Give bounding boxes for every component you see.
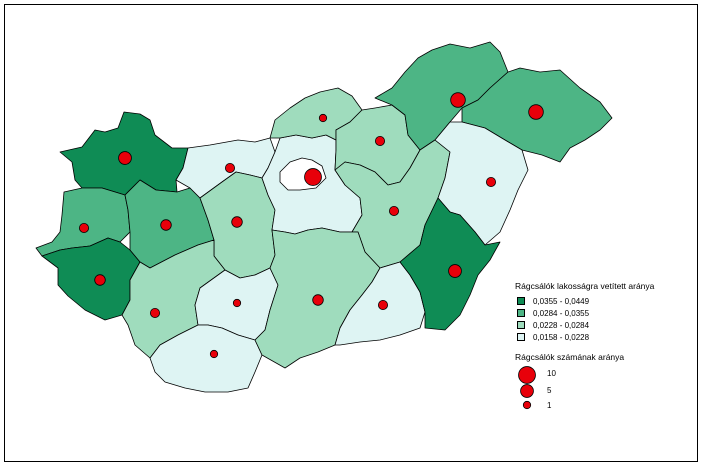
legend-class-row: 0,0228 - 0,0284 (517, 319, 695, 331)
dot-komarom-esztergom (224, 162, 236, 174)
dot-borsod-abauj-zemplen (450, 92, 466, 108)
dot-bacs-kiskun (312, 294, 324, 306)
map-legend: Rágcsálók lakosságra vetített aránya 0,0… (515, 281, 695, 414)
legend-size-label: 5 (547, 386, 552, 395)
dot-csongrad (377, 299, 389, 311)
dot-vas (78, 222, 90, 234)
dot-heves (374, 135, 386, 147)
dot-gyor-moson-sopron (118, 151, 132, 165)
legend-size-symbol (520, 384, 534, 398)
legend-swatch (517, 297, 525, 305)
legend-size-symbol (518, 366, 536, 384)
legend-size-symbol (522, 400, 532, 410)
dot-szabolcs-szatmar-bereg (528, 104, 544, 120)
legend-size-row: 10 (515, 366, 695, 384)
dot-tolna (232, 298, 242, 308)
legend-size-row: 5 (515, 384, 695, 402)
legend-size-row: 1 (515, 400, 695, 414)
legend-class-label: 0,0284 - 0,0355 (533, 308, 590, 318)
legend-swatch (517, 333, 525, 341)
dot-zala (94, 274, 106, 286)
legend-class-label: 0,0158 - 0,0228 (533, 332, 590, 342)
legend-swatch (517, 309, 525, 317)
dot-baranya (209, 349, 219, 359)
legend-fill-title: Rágcsálók lakosságra vetített aránya (515, 281, 655, 291)
dot-jasz-nagykun-szolnok (388, 205, 400, 217)
county-bekes[interactable] (399, 197, 501, 331)
legend-class-row: 0,0158 - 0,0228 (517, 331, 695, 343)
dot-veszprem (160, 219, 172, 231)
dot-hajdu-bihar (485, 176, 497, 188)
dot-somogy (149, 307, 161, 319)
legend-size-label: 10 (547, 369, 556, 378)
dot-bekes (448, 264, 462, 278)
dot-fejer (231, 216, 243, 228)
dot-nograd (318, 113, 328, 123)
dot-budapest (304, 168, 322, 186)
legend-size-label: 1 (547, 401, 552, 410)
legend-class-row: 0,0284 - 0,0355 (517, 307, 695, 319)
legend-class-label: 0,0355 - 0,0449 (533, 296, 590, 306)
legend-class-row: 0,0355 - 0,0449 (517, 295, 695, 307)
legend-class-label: 0,0228 - 0,0284 (533, 320, 590, 330)
legend-size-title: Rágcsálók számának aránya (515, 352, 625, 362)
legend-swatch (517, 321, 525, 329)
